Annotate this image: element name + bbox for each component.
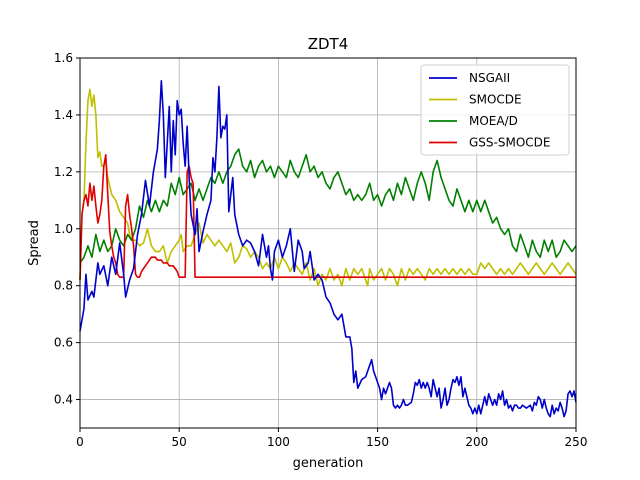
- y-tick-label: 1.6: [54, 51, 73, 65]
- y-axis-label: Spread: [27, 220, 42, 266]
- series-line-gss-smocde: [79, 153, 576, 281]
- plot-frame: [79, 57, 577, 429]
- x-tick-label: 50: [172, 435, 187, 449]
- x-tick-label: 0: [76, 435, 84, 449]
- y-tick-label: 0.4: [54, 393, 73, 407]
- y-tick-label: 1.4: [54, 108, 73, 122]
- series-line-nsgaii: [79, 79, 577, 418]
- x-tick-label: 250: [565, 435, 588, 449]
- legend-label-gss-smocde: GSS-SMOCDE: [469, 136, 550, 150]
- y-tick-label: 1.2: [54, 165, 73, 179]
- legend-label-moea-d: MOEA/D: [469, 114, 518, 128]
- y-tick-label: 1.0: [54, 222, 73, 236]
- chart-title: ZDT4: [308, 35, 349, 53]
- legend: NSGAII SMOCDE MOEA/D GSS-SMOCDE: [420, 64, 570, 156]
- y-tick-label: 0.8: [54, 279, 73, 293]
- x-axis-ticks: 0 50 100 150 200 250: [76, 428, 587, 449]
- series-line-smocde: [79, 88, 577, 287]
- x-tick-label: 200: [465, 435, 488, 449]
- x-tick-label: 150: [366, 435, 389, 449]
- legend-label-smocde: SMOCDE: [469, 93, 522, 107]
- y-axis-ticks: 0.4 0.6 0.8 1.0 1.2 1.4 1.6: [54, 51, 80, 407]
- legend-box: [420, 64, 570, 156]
- y-tick-label: 0.6: [54, 336, 73, 350]
- x-axis-label: generation: [293, 456, 364, 471]
- series-layer: [79, 79, 577, 418]
- series-line-moea-d: [79, 148, 577, 264]
- legend-label-nsgaii: NSGAII: [469, 71, 510, 85]
- x-tick-label: 100: [267, 435, 290, 449]
